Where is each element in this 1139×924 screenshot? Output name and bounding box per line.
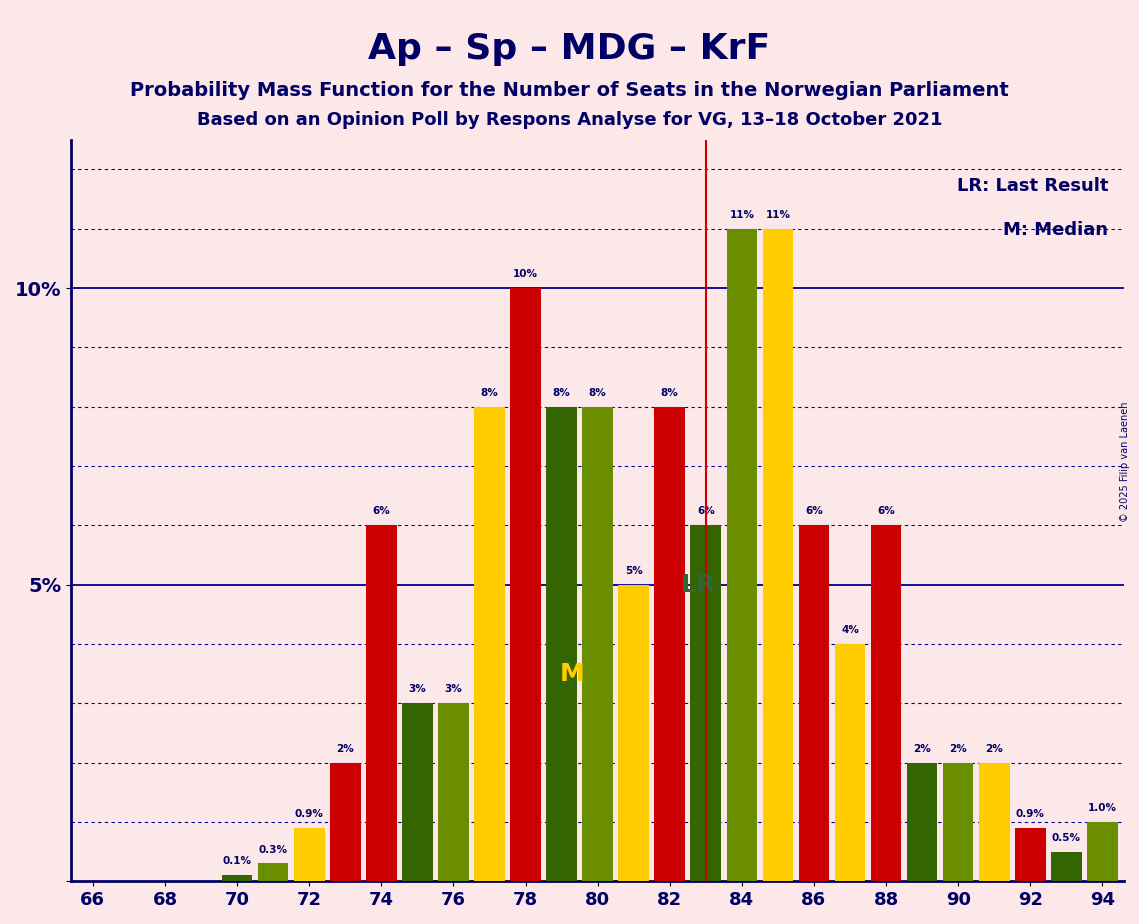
- Text: LR: LR: [680, 573, 715, 597]
- Text: 6%: 6%: [697, 506, 714, 517]
- Bar: [402, 703, 433, 881]
- Text: 1.0%: 1.0%: [1088, 803, 1117, 813]
- Text: 11%: 11%: [765, 210, 790, 220]
- Bar: [439, 703, 469, 881]
- Bar: [727, 229, 757, 881]
- Bar: [1015, 828, 1046, 881]
- Text: M: Median: M: Median: [1003, 222, 1108, 239]
- Bar: [655, 407, 685, 881]
- Text: 0.9%: 0.9%: [1016, 809, 1044, 819]
- Bar: [690, 526, 721, 881]
- Bar: [222, 875, 253, 881]
- Bar: [510, 288, 541, 881]
- Text: 6%: 6%: [805, 506, 822, 517]
- Text: 5%: 5%: [625, 565, 642, 576]
- Bar: [366, 526, 396, 881]
- Text: 0.3%: 0.3%: [259, 845, 288, 855]
- Text: 0.9%: 0.9%: [295, 809, 323, 819]
- Text: 0.1%: 0.1%: [222, 857, 252, 867]
- Bar: [978, 762, 1009, 881]
- Bar: [762, 229, 793, 881]
- Text: M: M: [560, 662, 584, 686]
- Text: Based on an Opinion Poll by Respons Analyse for VG, 13–18 October 2021: Based on an Opinion Poll by Respons Anal…: [197, 111, 942, 128]
- Bar: [582, 407, 613, 881]
- Text: 2%: 2%: [336, 744, 354, 754]
- Text: 6%: 6%: [877, 506, 895, 517]
- Text: 2%: 2%: [985, 744, 1003, 754]
- Text: 8%: 8%: [552, 388, 571, 398]
- Bar: [835, 644, 866, 881]
- Bar: [294, 828, 325, 881]
- Text: 8%: 8%: [661, 388, 679, 398]
- Text: 8%: 8%: [589, 388, 606, 398]
- Bar: [1051, 852, 1082, 881]
- Text: 2%: 2%: [949, 744, 967, 754]
- Bar: [257, 864, 288, 881]
- Text: 4%: 4%: [841, 626, 859, 635]
- Bar: [474, 407, 505, 881]
- Text: 6%: 6%: [372, 506, 391, 517]
- Bar: [330, 762, 361, 881]
- Bar: [907, 762, 937, 881]
- Text: 3%: 3%: [444, 685, 462, 695]
- Text: 10%: 10%: [513, 269, 538, 279]
- Text: LR: Last Result: LR: Last Result: [957, 176, 1108, 195]
- Bar: [798, 526, 829, 881]
- Bar: [870, 526, 901, 881]
- Text: © 2025 Filip van Laenen: © 2025 Filip van Laenen: [1120, 402, 1130, 522]
- Text: 3%: 3%: [409, 685, 426, 695]
- Text: 2%: 2%: [913, 744, 931, 754]
- Text: 8%: 8%: [481, 388, 499, 398]
- Bar: [618, 585, 649, 881]
- Bar: [943, 762, 974, 881]
- Bar: [1087, 822, 1117, 881]
- Text: 0.5%: 0.5%: [1051, 833, 1081, 843]
- Bar: [547, 407, 576, 881]
- Text: Ap – Sp – MDG – KrF: Ap – Sp – MDG – KrF: [368, 32, 771, 67]
- Text: Probability Mass Function for the Number of Seats in the Norwegian Parliament: Probability Mass Function for the Number…: [130, 81, 1009, 101]
- Text: 11%: 11%: [729, 210, 754, 220]
